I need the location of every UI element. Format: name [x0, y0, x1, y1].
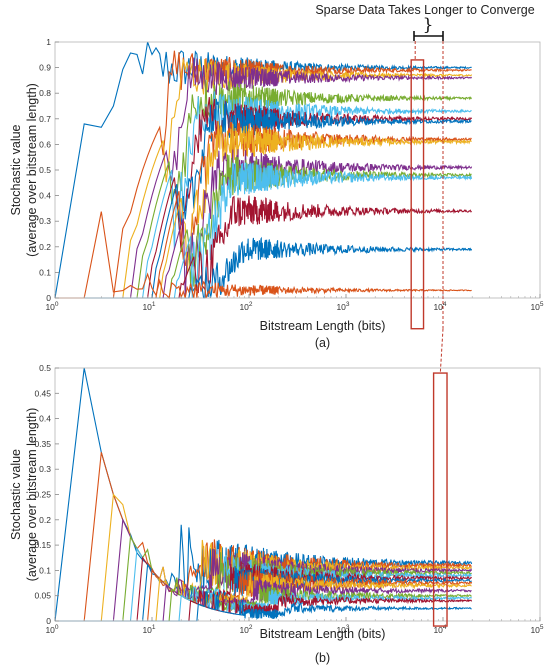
x-tick-label: 102	[239, 301, 252, 312]
chart-panel-b: 100 101 102 103 104 105 0 0.05 0.1 0.15 0.2 0.25 0.…	[9, 363, 544, 665]
series-line	[55, 57, 473, 299]
y-tick-label: 0.15	[34, 540, 51, 550]
x-tick-label: 101	[142, 301, 155, 312]
series-group-b	[54, 367, 473, 622]
x-axis-label-a: Bitstream Length (bits)	[260, 319, 386, 333]
panel-label-a: (a)	[315, 336, 330, 350]
y-tick-label: 0.3	[39, 216, 51, 226]
series-group-a	[54, 41, 473, 300]
series-line	[55, 211, 472, 300]
y-tick-label: 0.9	[39, 63, 51, 73]
series-line	[55, 569, 473, 622]
y-tick-label: 0.1	[39, 565, 51, 575]
y-axis-label-a-line1: Stochastic value	[9, 124, 23, 215]
highlight-box-a	[410, 59, 425, 330]
y-tick-label: 0	[46, 616, 51, 626]
x-tick-label: 102	[239, 624, 252, 635]
y-tick-label: 0	[46, 293, 51, 303]
y-tick-label: 0.5	[39, 363, 51, 373]
x-tick-label: 103	[336, 301, 349, 312]
y-tick-label: 0.35	[34, 439, 51, 449]
series-line	[55, 195, 472, 299]
series-line	[55, 589, 473, 622]
brace-icon: }	[423, 15, 434, 35]
x-tick-label: 105	[530, 301, 543, 312]
series-line	[55, 98, 472, 299]
x-tick-label: 104	[433, 624, 446, 635]
y-tick-label: 0.1	[39, 267, 51, 277]
y-axis-label-b-line1: Stochastic value	[9, 449, 23, 540]
y-tick-label: 0.5	[39, 165, 51, 175]
annotation-text: Sparse Data Takes Longer to Converge	[315, 3, 534, 17]
series-line	[55, 121, 472, 299]
y-tick-label: 0.3	[39, 464, 51, 474]
y-axis-label-a-line2: (average over bitstream length)	[25, 83, 39, 257]
y-tick-label: 0.05	[34, 591, 51, 601]
series-line	[55, 591, 472, 622]
x-tick-label: 100	[45, 301, 58, 312]
y-tick-label: 1	[46, 37, 51, 47]
x-tick-label: 103	[336, 624, 349, 635]
y-tick-label: 0.8	[39, 88, 51, 98]
y-tick-label: 0.25	[34, 490, 51, 500]
series-line	[55, 79, 473, 299]
highlight-box-b	[432, 372, 448, 627]
y-axis-label-b-line2: (average over bitstream length)	[25, 408, 39, 582]
y-tick-label: 0.2	[39, 242, 51, 252]
series-line	[55, 586, 472, 622]
y-tick-label: 0.4	[39, 191, 51, 201]
x-tick-label: 100	[45, 624, 58, 635]
connector-line	[439, 328, 444, 374]
x-tick-label: 105	[530, 624, 543, 635]
x-tick-label: 101	[142, 624, 155, 635]
x-tick-label: 104	[433, 301, 446, 312]
y-tick-label: 0.45	[34, 388, 51, 398]
series-line	[55, 162, 473, 299]
y-tick-label: 0.7	[39, 114, 51, 124]
chart-panel-a: 100 101 102 103 104 105 0 0.1 0.2 0.3 0.4 0.5 0.6 0.…	[9, 37, 544, 350]
panel-label-b: (b)	[315, 651, 330, 665]
x-axis-label-b: Bitstream Length (bits)	[260, 627, 386, 641]
y-tick-label: 0.2	[39, 515, 51, 525]
series-line	[55, 149, 473, 299]
connector-lines	[414, 41, 444, 374]
series-line	[55, 50, 472, 299]
y-tick-label: 0.6	[39, 139, 51, 149]
y-tick-label: 0.4	[39, 414, 51, 424]
series-line	[55, 236, 473, 299]
bracket-marker	[413, 31, 444, 41]
